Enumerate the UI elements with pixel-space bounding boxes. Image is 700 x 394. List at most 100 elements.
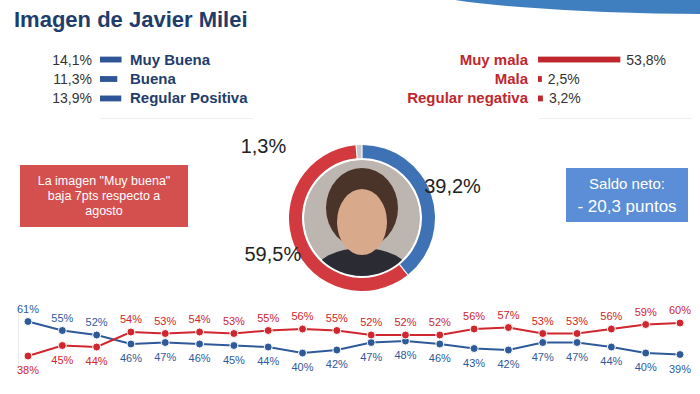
series-point [93, 331, 101, 339]
bar [538, 76, 542, 82]
series-point [230, 342, 238, 350]
annotation-text: La imagen "Muy buena"baja 7pts respecto … [38, 174, 171, 218]
series-point [504, 346, 512, 354]
category-label: Regular negativa [407, 89, 529, 106]
series-point [607, 325, 615, 333]
point-label: 54% [120, 313, 142, 325]
series-point [436, 331, 444, 339]
point-label: 47% [360, 351, 382, 363]
point-label: 52% [360, 316, 382, 328]
net-box [566, 168, 688, 222]
series-point [299, 325, 307, 333]
donut-slice [289, 145, 407, 291]
series-point [367, 331, 375, 339]
series-point [58, 327, 66, 335]
decor-band [455, 0, 700, 14]
series-point [367, 339, 375, 347]
category-label: Mala [495, 70, 529, 87]
point-label: 43% [463, 357, 485, 369]
slice-label: 1,3% [241, 135, 287, 157]
point-label: 42% [497, 358, 519, 370]
point-label: 52% [86, 316, 108, 328]
series-point [127, 340, 135, 348]
point-label: 60% [669, 304, 691, 316]
point-label: 46% [189, 352, 211, 364]
value-label: 14,1% [52, 52, 92, 68]
bar [538, 57, 620, 63]
value-label: 2,5% [548, 71, 580, 87]
slice-label: 39,2% [424, 175, 481, 197]
series-point [539, 339, 547, 347]
series-point [58, 342, 66, 350]
series-point [264, 327, 272, 335]
axis-line [18, 309, 19, 369]
category-label: Regular Positiva [130, 89, 248, 106]
point-label: 42% [326, 358, 348, 370]
point-label: 53% [223, 315, 245, 327]
axis-line [101, 118, 254, 119]
value-label: 53,8% [626, 52, 666, 68]
value-label: 11,3% [53, 71, 92, 87]
bar [538, 96, 543, 102]
title: Imagen de Javier Milei [14, 7, 248, 32]
bar-list: Muy Buena Buena Regular Positiva 14,1% 11,3%… [52, 51, 253, 119]
point-label: 52% [394, 316, 416, 328]
series-point [333, 346, 341, 354]
slice-label: 59,5% [244, 243, 301, 265]
point-label: 46% [429, 352, 451, 364]
series-point [196, 328, 204, 336]
line-chart: 61%55%52%46%47%46%45%44%40%42%47%48%46%4… [17, 303, 691, 391]
series-point [24, 318, 32, 326]
line-labels: 61%55%52%46%47%46%45%44%40%42%47%48%46%4… [17, 303, 691, 377]
category-label: Muy Buena [130, 51, 211, 68]
series-point [264, 343, 272, 351]
axis-line [539, 118, 692, 119]
background [0, 0, 700, 394]
point-label: 44% [86, 355, 108, 367]
point-label: 55% [326, 312, 348, 324]
series-point [299, 349, 307, 357]
value-label: 3,2% [549, 90, 581, 106]
point-label: 57% [497, 309, 519, 321]
series-point [127, 328, 135, 336]
point-label: 40% [635, 361, 657, 373]
point-label: 39% [669, 363, 691, 375]
series-point [93, 343, 101, 351]
series-point [470, 345, 478, 353]
series-point [196, 340, 204, 348]
value-label: 13,9% [52, 90, 92, 106]
photo-face [337, 189, 387, 255]
annotation-box [20, 165, 188, 227]
point-label: 56% [600, 310, 622, 322]
net-label: Saldo neto: [589, 175, 665, 192]
category-label: Buena [130, 70, 177, 87]
annotation-line: La imagen "Muy buena" [38, 174, 171, 188]
series-point [573, 330, 581, 338]
point-label: 55% [51, 312, 73, 324]
series-point [642, 321, 650, 329]
bar [100, 96, 121, 102]
series-point [230, 330, 238, 338]
point-label: 59% [635, 306, 657, 318]
point-label: 54% [189, 313, 211, 325]
point-label: 56% [292, 310, 314, 322]
point-label: 44% [257, 355, 279, 367]
point-label: 61% [17, 303, 39, 315]
bar [100, 76, 117, 82]
x-axis [539, 118, 692, 119]
annotation-line: baja 7pts respecto a [48, 189, 161, 203]
bar-list: Muy mala Mala Regular negativa 53,8% 2,5% 3,2… [407, 51, 691, 119]
series-point [573, 339, 581, 347]
point-label: 47% [566, 351, 588, 363]
series-point [607, 343, 615, 351]
point-label: 44% [600, 355, 622, 367]
series-point [401, 331, 409, 339]
point-label: 56% [463, 310, 485, 322]
series-point [436, 340, 444, 348]
series-point [333, 327, 341, 335]
bars [100, 57, 122, 102]
series-point [676, 351, 684, 359]
chart-svg: Imagen de Javier Milei 39,2% 59,5% 1,3% La i… [0, 0, 700, 394]
axis-line [29, 390, 681, 391]
category-label: Muy mala [460, 51, 529, 68]
